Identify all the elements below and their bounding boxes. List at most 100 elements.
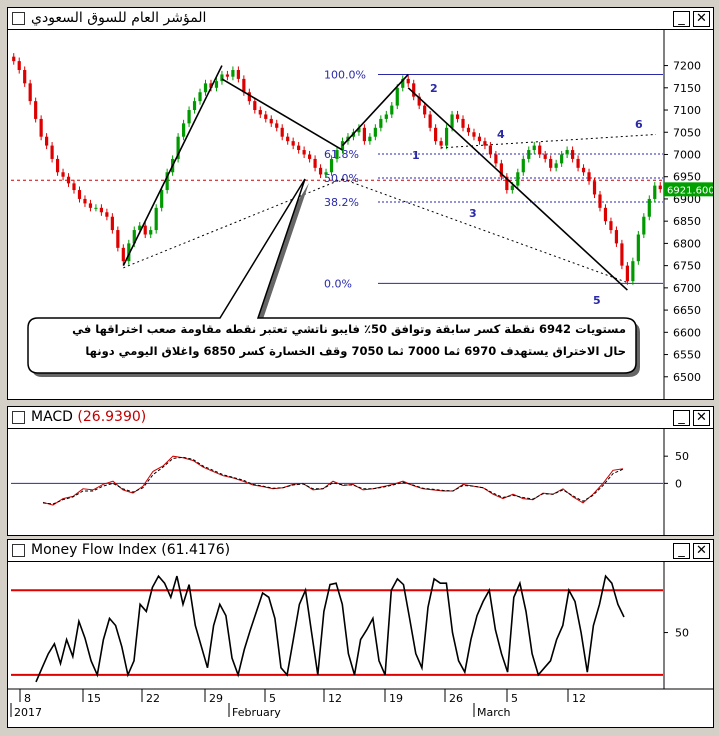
candle-body (269, 118, 273, 124)
candle-body (527, 150, 531, 159)
candle-body (187, 110, 191, 124)
macd-minimize-button[interactable]: _ (673, 410, 690, 426)
mfi-pane-title: Money Flow Index (61.4176) (31, 542, 230, 558)
candle-body (12, 56, 16, 62)
zigzag-trendline (341, 73, 409, 147)
candle-body (439, 141, 443, 146)
candle-body (461, 118, 465, 128)
price-pane: المؤشر العام للسوق السعودي _ ✕ 100.0% 61.… (7, 7, 714, 400)
wave-label: 3 (469, 207, 477, 220)
macd-pane-titlebar: MACD (26.9390) _ ✕ (8, 407, 713, 429)
macd-chart: 50 0 (11, 429, 689, 535)
candle-body (483, 141, 487, 146)
candle-body (214, 81, 219, 88)
candle-body (313, 158, 317, 168)
candle-body (105, 212, 109, 217)
candle-body (66, 176, 71, 184)
candle-body (444, 127, 449, 146)
candle-body (494, 154, 498, 164)
mfi-close-button[interactable]: ✕ (693, 543, 710, 559)
candle-body (143, 225, 147, 235)
price-y-tick-label: 6800 (673, 237, 701, 250)
candle-body (72, 183, 76, 191)
candle-body (390, 105, 394, 115)
candle-body (532, 145, 536, 151)
candle-body (275, 123, 279, 128)
candle-body (264, 114, 268, 119)
candle-body (587, 172, 591, 182)
x-axis-tick-label: 8 (24, 692, 31, 705)
fib-level-label: 38.2% (324, 196, 359, 209)
candle-body (176, 136, 180, 159)
macd-pane-title: MACD (26.9390) (31, 409, 146, 425)
candle-body (242, 78, 246, 93)
candle-body (154, 207, 158, 231)
candle-body (570, 150, 575, 159)
candle-body (17, 61, 21, 71)
candle-body (39, 118, 43, 137)
candle-body (291, 141, 295, 146)
candle-body (428, 114, 432, 128)
candle-body (554, 163, 558, 168)
macd-pane: MACD (26.9390) _ ✕ 50 0 (7, 406, 714, 536)
minimize-button[interactable]: _ (673, 11, 690, 27)
candle-body (488, 145, 493, 155)
candle-body (625, 265, 629, 282)
candle-body (647, 198, 651, 217)
candle-body (121, 247, 125, 262)
mfi-pane-titlebar: Money Flow Index (61.4176) _ ✕ (8, 540, 713, 562)
price-y-tick-label: 7150 (673, 82, 701, 95)
candle-body (434, 127, 438, 142)
close-button[interactable]: ✕ (693, 11, 710, 27)
macd-close-button[interactable]: ✕ (693, 410, 710, 426)
candle-body (477, 136, 482, 142)
candle-body (543, 154, 547, 159)
mfi-series-line (35, 574, 625, 683)
mfi-pane: Money Flow Index (61.4176) _ ✕ 50 8 15 22 29… (7, 539, 714, 728)
candle-body (99, 207, 104, 213)
dotted-trendline (342, 178, 628, 283)
candle-body (45, 136, 49, 146)
price-y-tick-label: 6750 (673, 260, 701, 273)
wave-label: 5 (593, 294, 601, 307)
price-y-tick-label: 6850 (673, 215, 701, 228)
price-y-tick-label: 7000 (673, 148, 701, 161)
candle-body (658, 185, 662, 190)
mfi-chart: 50 8 15 22 29 5 12 19 26 5 12 2017 February March (8, 562, 713, 727)
last-price-box (664, 182, 713, 197)
x-axis-tick-label: 5 (269, 692, 276, 705)
candle-body (110, 216, 114, 231)
candle-body (88, 203, 93, 208)
zigzag-trendline (122, 65, 223, 266)
candle-body (592, 181, 597, 195)
candle-body (609, 221, 613, 231)
candle-body (149, 230, 153, 235)
candle-body (642, 216, 646, 235)
candle-body (160, 190, 164, 208)
candle-body (598, 194, 602, 208)
candle-body (379, 118, 383, 128)
candle-body (286, 136, 290, 142)
x-axis-tick-label: 29 (209, 692, 223, 705)
x-axis-tick-label: 5 (511, 692, 518, 705)
candle-body (581, 167, 586, 173)
x-axis-tick-label: 12 (572, 692, 586, 705)
price-pane-title: المؤشر العام للسوق السعودي (31, 10, 207, 26)
candle-body (192, 101, 197, 111)
macd-series-macd (42, 455, 624, 506)
wave-label: 4 (497, 128, 505, 141)
price-pane-checkbox[interactable] (12, 12, 25, 25)
mfi-pane-checkbox[interactable] (12, 544, 25, 557)
candle-body (302, 150, 306, 155)
price-y-tick-label: 6700 (673, 282, 701, 295)
fib-level-label: 0.0% (324, 277, 352, 290)
x-axis-month-label: February (232, 706, 281, 719)
macd-title: MACD (31, 409, 73, 425)
last-price-label: 6921.600 (667, 185, 713, 196)
candle-body (83, 198, 87, 204)
candle-body (653, 185, 657, 199)
macd-pane-checkbox[interactable] (12, 411, 25, 424)
mfi-minimize-button[interactable]: _ (673, 543, 690, 559)
